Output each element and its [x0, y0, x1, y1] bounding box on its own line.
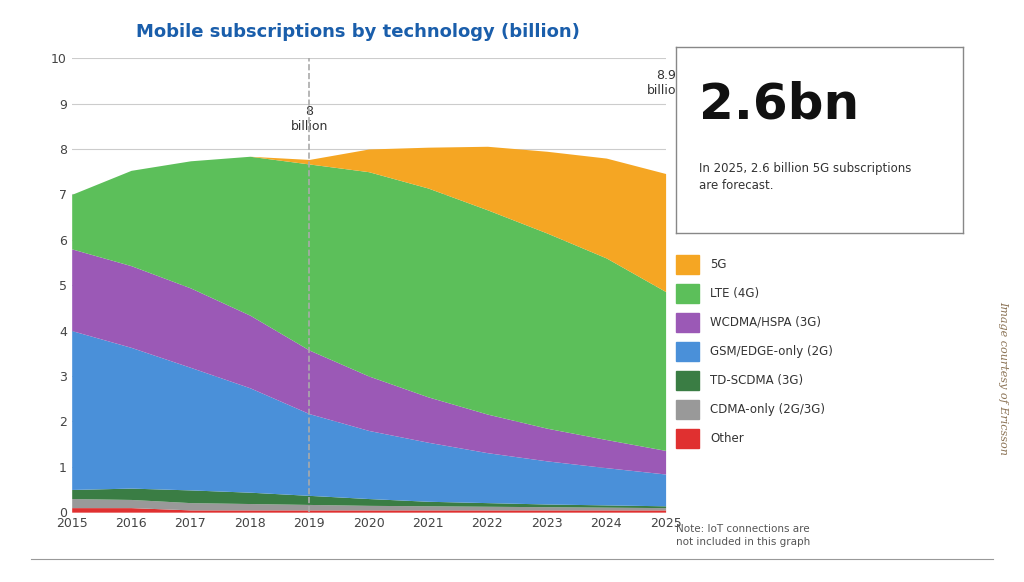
Bar	[676, 254, 698, 274]
Text: 5G: 5G	[711, 258, 727, 271]
Text: LTE (4G): LTE (4G)	[711, 287, 760, 300]
Text: 2.6bn: 2.6bn	[698, 80, 859, 128]
Text: 8
billion: 8 billion	[291, 105, 328, 133]
Text: GSM/EDGE-only (2G): GSM/EDGE-only (2G)	[711, 345, 834, 358]
Text: Image courtesy of Ericsson: Image courtesy of Ericsson	[998, 301, 1009, 455]
Bar	[676, 342, 698, 361]
Text: Other: Other	[711, 432, 744, 445]
Bar	[676, 429, 698, 448]
Text: CDMA-only (2G/3G): CDMA-only (2G/3G)	[711, 403, 825, 416]
Bar	[676, 400, 698, 419]
Bar	[676, 283, 698, 303]
Text: Mobile subscriptions by technology (billion): Mobile subscriptions by technology (bill…	[136, 23, 581, 41]
Text: Note: IoT connections are
not included in this graph: Note: IoT connections are not included i…	[676, 524, 810, 547]
Text: In 2025, 2.6 billion 5G subscriptions
are forecast.: In 2025, 2.6 billion 5G subscriptions ar…	[698, 162, 911, 192]
Text: WCDMA/HSPA (3G): WCDMA/HSPA (3G)	[711, 316, 821, 329]
Text: 8.9
billion: 8.9 billion	[647, 69, 684, 97]
Bar	[676, 371, 698, 390]
Text: TD-SCDMA (3G): TD-SCDMA (3G)	[711, 374, 804, 387]
Bar	[676, 313, 698, 332]
